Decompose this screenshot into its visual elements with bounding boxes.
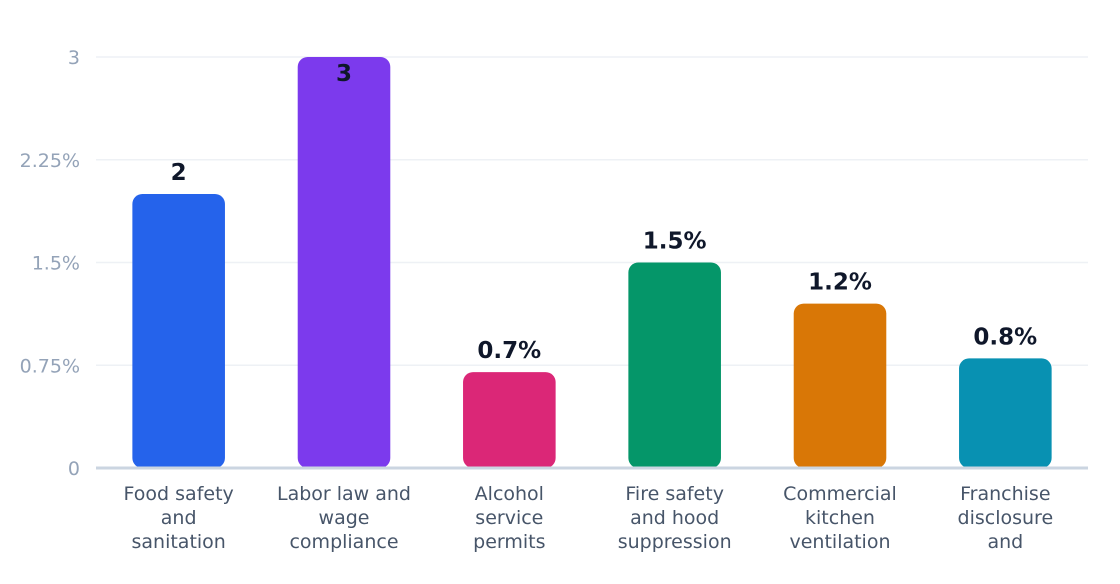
bars (132, 57, 1052, 468)
y-tick-label: 0.75% (20, 355, 80, 377)
x-tick-label: Food safety and sanitation (124, 483, 234, 553)
data-label: 2 (171, 160, 187, 186)
data-label: 0.7% (477, 338, 541, 364)
bar (793, 303, 887, 468)
y-tick-label: 0 (68, 458, 80, 480)
x-tick-label: Commercial kitchen ventilation (783, 483, 897, 553)
x-tick-label: Alcohol service permits (473, 483, 545, 553)
data-label: 1.2% (808, 270, 872, 296)
x-axis-category-labels: Food safety and sanitation Labor law and wag… (124, 483, 1054, 553)
bar (297, 57, 391, 468)
y-tick-label: 3 (68, 47, 80, 69)
x-tick-label: Fire safety and hood suppression (618, 483, 732, 553)
bar (628, 262, 721, 468)
y-tick-label: 1.5% (32, 253, 80, 275)
value-labels: 2 3 0.7% 1.5% 1.2% 0.8% (171, 61, 1038, 364)
gridlines (96, 56, 1088, 366)
y-tick-label: 2.25% (20, 150, 80, 172)
data-label: 1.5% (643, 229, 707, 255)
data-label: 3 (336, 61, 352, 87)
x-tick-label: Franchise disclosure and (958, 483, 1054, 553)
bar (463, 372, 556, 468)
data-label: 0.8% (973, 324, 1037, 350)
bar (132, 194, 225, 468)
bar (959, 358, 1052, 468)
x-tick-label: Labor law and wage compliance (277, 483, 411, 553)
y-axis-tick-labels: 0 0.75% 1.5% 2.25% 3 (20, 47, 80, 480)
